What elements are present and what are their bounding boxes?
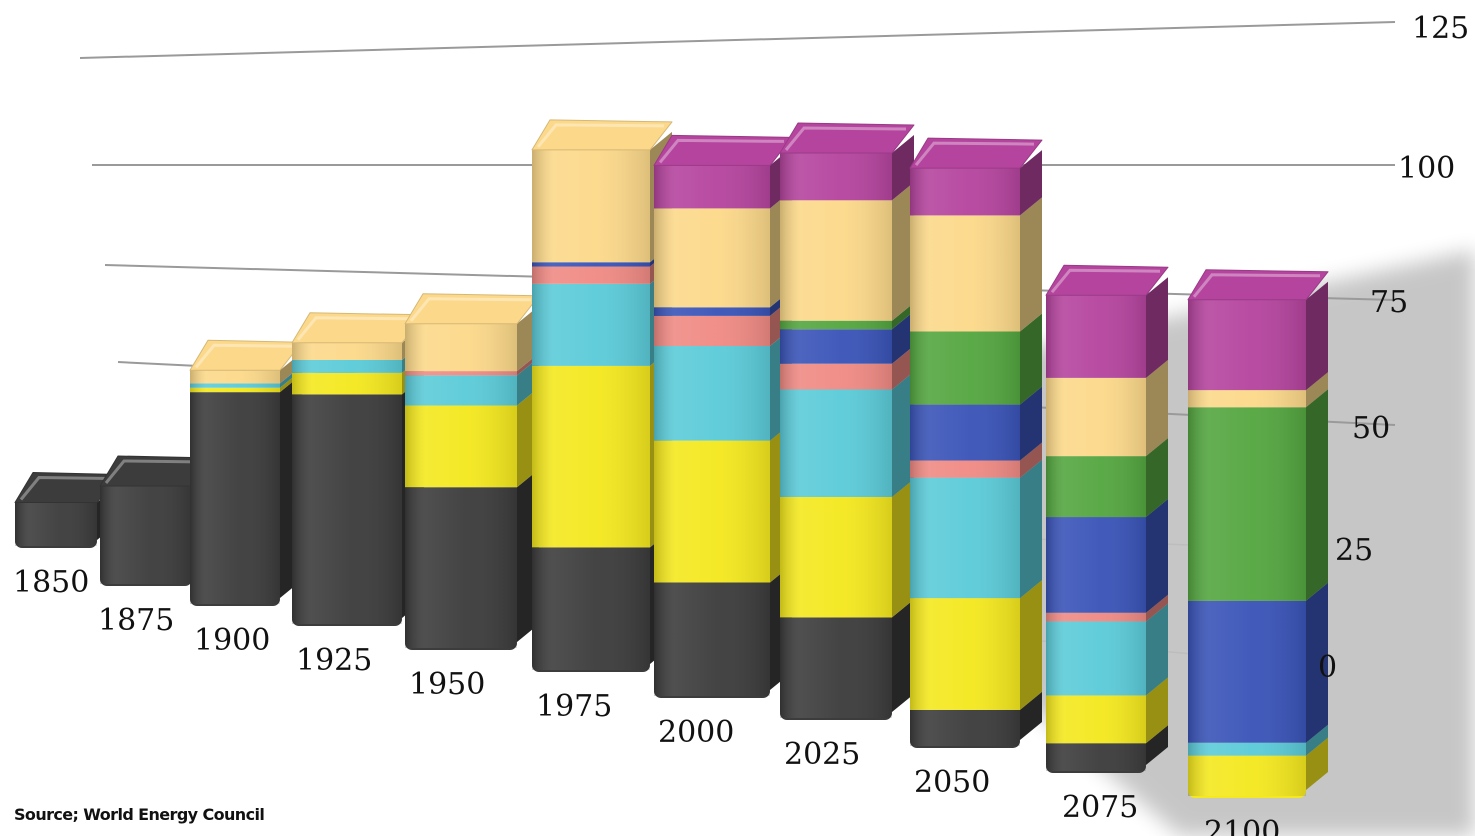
bar-side-segment [1306,372,1328,408]
bar-top-highlight [914,141,1035,167]
bar-top-face [909,137,1043,169]
bar-top-highlight [296,316,417,341]
bar-1950 [404,293,540,650]
bar-side-segment [892,135,914,201]
bar-side-segment [892,182,914,321]
bar-side-segment [1306,389,1328,601]
bar-top-face [531,119,673,151]
bar-side-segment [892,479,914,618]
y-axis-ticks: 0 25 50 75 100 125 [1318,11,1469,685]
y-tick-label: 75 [1370,285,1408,320]
bar-shading [190,370,280,604]
bar-side-segment [1020,313,1042,405]
gridline [79,21,1396,59]
bar-side-segment [1146,499,1168,613]
bar-top-highlight [536,123,665,148]
bar-side-segment [892,345,914,390]
x-tick-label: 1975 [536,689,612,724]
bar-side-segment [1146,359,1168,457]
y-tick-label: 125 [1412,11,1469,46]
bar-shading [292,342,402,624]
bar-side-segment [1020,386,1042,461]
bar-side-segment [1306,281,1328,391]
bar-top-highlight [409,297,532,322]
x-tick-label: 1950 [409,667,485,702]
bar-side-segment [1020,150,1042,216]
bar-side-segment [1306,724,1328,756]
y-tick-label: 100 [1398,151,1455,186]
bar-2050 [909,137,1043,748]
source-note: Source; World Energy Council [14,805,265,824]
bar-top-highlight [1050,268,1161,294]
bar-1900 [189,339,303,606]
bar-shading [100,486,192,584]
x-tick-label: 2000 [658,715,734,750]
bar-shading [405,323,517,648]
x-tick-label: 1900 [194,623,270,658]
x-tick-label: 2025 [784,737,860,772]
bar-side-segment [1020,197,1042,332]
bars [14,119,1329,798]
bar-2025 [779,122,915,720]
bar-side-segment [1146,438,1168,518]
y-tick-label: 50 [1352,411,1390,446]
x-tick-label: 2075 [1062,790,1138,825]
bar-shading [780,153,892,718]
bar-top-highlight [19,475,112,501]
y-tick-label: 25 [1335,533,1373,568]
bar-side-segment [892,599,914,712]
bar-side-segment [892,311,914,364]
bar-side-segment [1146,677,1168,744]
bar-side-segment [1306,582,1328,743]
bar-1975 [531,119,673,672]
bar-2000 [653,134,793,698]
bar-top-highlight [784,126,907,151]
bar-shading [654,165,770,696]
bar-side-segment [1146,725,1168,765]
bar-side-segment [1146,603,1168,696]
bar-side-segment [1146,277,1168,378]
bar-side-segment [1020,459,1042,599]
bar-shading [1188,299,1306,796]
x-tick-label: 2100 [1204,815,1280,836]
bar-side-segment [1306,737,1328,790]
bar-2100 [1187,269,1329,798]
bar-2075 [1045,264,1169,773]
bar-top-face [1187,269,1329,301]
bar-shading [910,168,1020,747]
bar-top-highlight [104,459,207,484]
bar-shading [1046,295,1146,771]
y-tick-label: 0 [1318,650,1337,685]
bar-top-highlight [658,138,785,164]
bar-side-segment [1146,594,1168,622]
bar-1850 [14,472,120,548]
bar-side-segment [1020,580,1042,710]
bar-side-segment [1020,691,1042,740]
bar-top-face [1045,264,1169,296]
bar-top-highlight [194,343,295,369]
bar-top-highlight [1192,273,1321,298]
bar-side-segment [892,302,914,330]
x-tick-label: 1925 [296,643,372,678]
bar-1925 [291,312,425,626]
category-labels: 1850 1875 1900 1925 1950 1975 2000 2025 2050 2075… [13,565,1280,836]
x-tick-label: 1850 [13,565,89,600]
bar-shading [532,149,650,671]
x-tick-label: 2050 [914,765,990,800]
x-tick-label: 1875 [98,603,174,638]
bar-shading [15,502,97,546]
bar-side-segment [892,371,914,497]
bar-top-face [779,122,915,154]
bar-side-segment [1020,442,1042,478]
